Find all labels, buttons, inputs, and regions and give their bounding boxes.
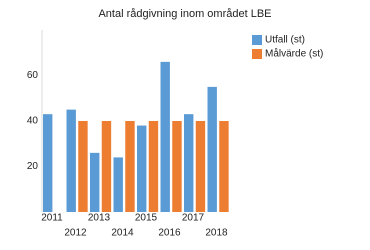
bar: [207, 86, 217, 212]
chart-title: Antal rådgivning inom området LBE: [98, 8, 271, 20]
bar: [219, 121, 229, 212]
y-tick-label: 40: [27, 116, 39, 127]
x-tick-label: 2014: [111, 228, 134, 239]
legend-swatch: [252, 35, 262, 45]
bar: [184, 114, 194, 212]
x-tick-label: 2018: [205, 228, 228, 239]
legend-label: Målvärde (st): [265, 48, 323, 60]
bar: [113, 157, 123, 212]
bar: [195, 121, 206, 212]
legend-label: Utfall (st): [265, 35, 305, 46]
bar: [101, 121, 112, 212]
y-tick-label: 20: [27, 161, 39, 172]
x-tick-label: 2017: [182, 213, 205, 224]
bar: [137, 125, 147, 212]
x-tick-label: 2013: [88, 213, 111, 224]
y-tick-label: 60: [27, 70, 39, 81]
bar: [90, 152, 100, 212]
bar: [43, 114, 53, 212]
bar: [148, 121, 159, 212]
bar: [125, 121, 135, 212]
bar: [160, 61, 170, 212]
bar: [78, 121, 88, 212]
x-tick-label: 2012: [64, 228, 87, 239]
bar: [66, 109, 76, 212]
bar: [172, 121, 182, 212]
x-tick-label: 2016: [158, 228, 181, 239]
legend-swatch: [252, 49, 262, 59]
x-tick-label: 2015: [135, 213, 158, 224]
x-tick-label: 2011: [41, 213, 63, 224]
